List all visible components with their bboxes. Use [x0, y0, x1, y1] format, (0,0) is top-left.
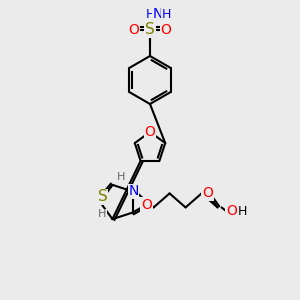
Text: H: H	[98, 209, 106, 219]
Text: N: N	[153, 7, 163, 21]
Text: O: O	[226, 204, 237, 218]
Text: O: O	[145, 125, 155, 139]
Text: O: O	[129, 23, 140, 37]
Text: N: N	[128, 184, 139, 198]
Text: O: O	[141, 198, 152, 212]
Text: S: S	[145, 22, 155, 38]
Text: H: H	[116, 172, 125, 182]
Text: O: O	[160, 23, 171, 37]
Text: H: H	[145, 8, 155, 20]
Text: H: H	[161, 8, 171, 20]
Text: O: O	[202, 186, 213, 200]
Text: S: S	[98, 189, 107, 204]
Text: H: H	[238, 205, 247, 218]
